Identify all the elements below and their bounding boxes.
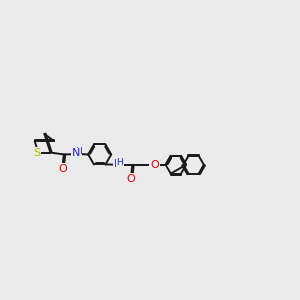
Text: N: N: [72, 148, 80, 158]
Text: O: O: [127, 174, 135, 184]
Text: N: N: [114, 159, 122, 169]
Text: H: H: [75, 147, 82, 156]
Text: O: O: [150, 160, 159, 170]
Text: S: S: [33, 148, 40, 158]
Text: O: O: [58, 164, 67, 173]
Text: H: H: [116, 158, 123, 167]
